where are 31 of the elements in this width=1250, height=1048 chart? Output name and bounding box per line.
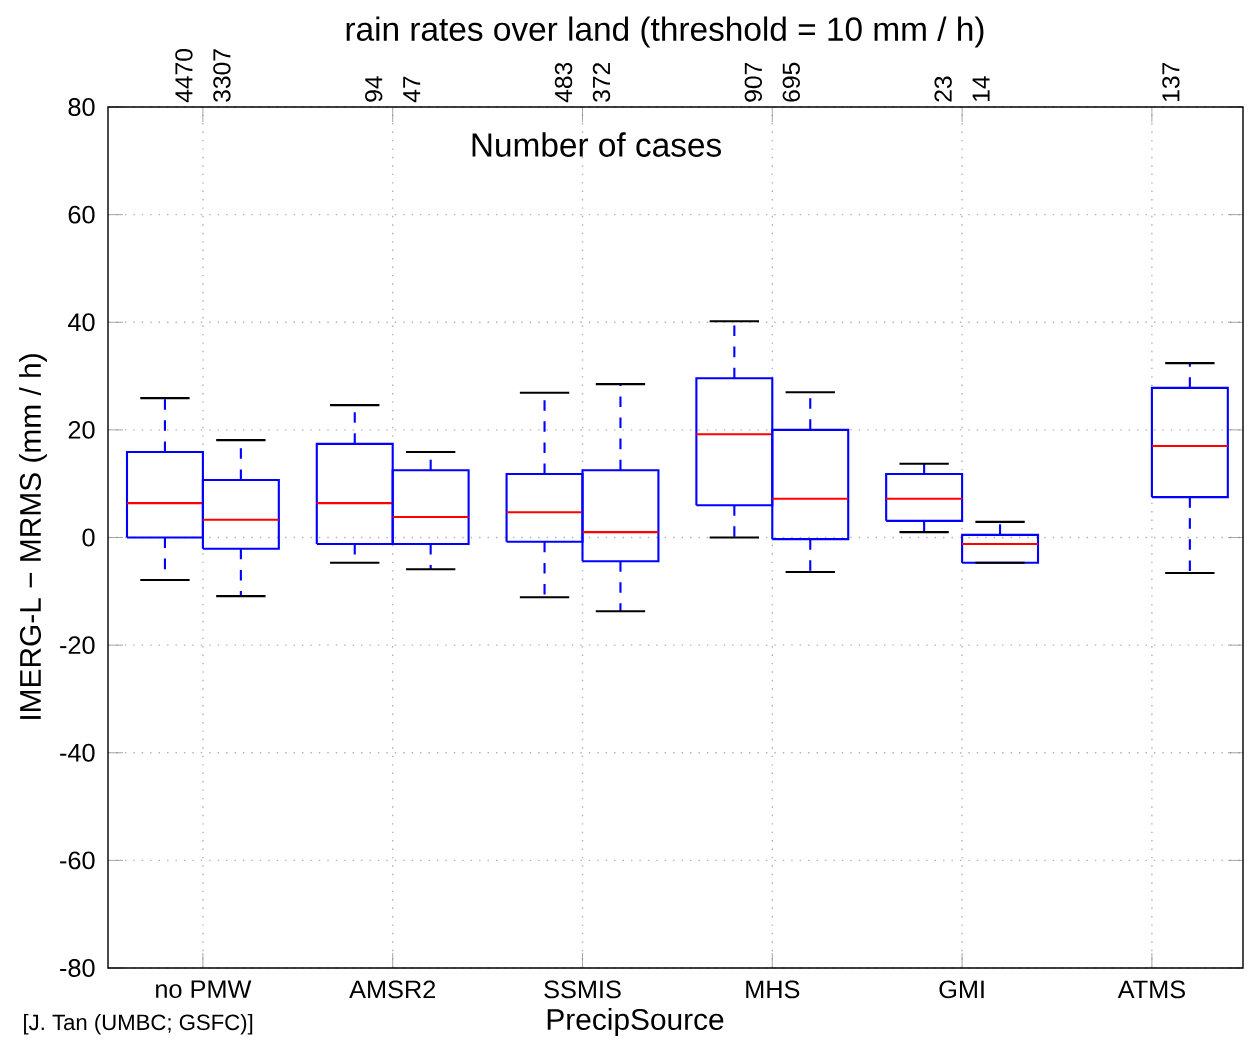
x-axis-title: PrecipSource <box>547 1008 724 1037</box>
x-tick-label: GMI <box>939 980 984 999</box>
text: 3307 <box>213 49 231 103</box>
x-tick-label: ATMS <box>1117 980 1185 999</box>
text: [J. Tan (UMBC; GSFC)] <box>24 1014 253 1035</box>
y-axis-title: IMERG-L − MRMS (mm / h) <box>19 354 47 720</box>
chart-title: rain rates over land (threshold = 10 mm / h) <box>346 16 984 48</box>
text: 47 <box>403 76 421 103</box>
text: 137 <box>1162 63 1180 102</box>
text: 907 <box>744 63 763 102</box>
y-tick-label: -20 <box>60 636 95 655</box>
y-tick-label: 80 <box>68 98 95 117</box>
annotation: Number of cases <box>472 132 721 158</box>
text: 23 <box>934 76 952 102</box>
y-tick-label: -40 <box>60 744 95 762</box>
y-tick-label: 0 <box>82 528 95 547</box>
x-tick-label: AMSR2 <box>349 980 436 999</box>
text: 695 <box>782 62 800 102</box>
y-tick-label: 60 <box>68 205 95 224</box>
text: 372 <box>592 63 611 103</box>
text: 4470 <box>175 49 193 103</box>
y-tick-label: -60 <box>60 851 95 870</box>
y-tick-label: 40 <box>68 313 95 332</box>
x-tick-label: MHS <box>746 980 800 999</box>
text: 94 <box>365 76 383 102</box>
text: 483 <box>554 63 573 103</box>
x-tick-label: no PMW <box>156 980 252 999</box>
text: 14 <box>972 76 990 102</box>
y-tick-label: 20 <box>68 421 95 439</box>
y-tick-label: -80 <box>60 959 95 978</box>
x-tick-label: SSMIS <box>544 980 621 999</box>
